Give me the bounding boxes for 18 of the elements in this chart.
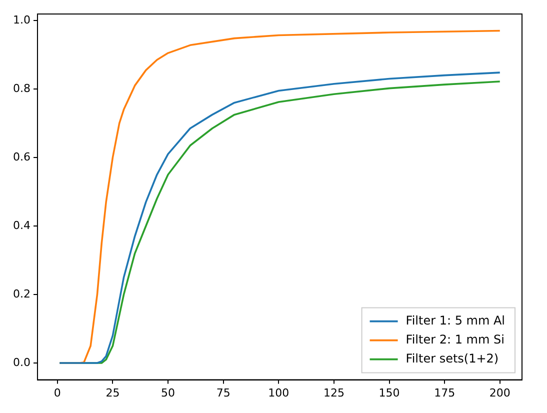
y-tick-label: 0.8 — [12, 82, 30, 95]
y-tick-label: 1.0 — [12, 13, 30, 26]
x-tick-label: 200 — [489, 386, 510, 400]
legend-label: Filter 1: 5 mm Al — [406, 313, 506, 328]
x-tick-label: 100 — [268, 386, 290, 400]
y-tick-label: 0.6 — [12, 150, 30, 164]
y-tick-label: 0.2 — [12, 287, 30, 300]
x-tick-label: 125 — [323, 386, 344, 400]
x-tick-label: 75 — [216, 386, 230, 400]
x-tick-label: 0 — [54, 386, 61, 400]
x-tick-label: 25 — [106, 386, 120, 400]
x-tick-label: 50 — [161, 386, 176, 400]
x-tick-label: 175 — [434, 386, 456, 400]
legend-label: Filter 2: 1 mm Si — [406, 332, 504, 346]
x-tick-label: 150 — [378, 386, 400, 400]
legend-label: Filter sets(1+2) — [406, 351, 499, 366]
y-tick-label: 0.4 — [12, 218, 30, 232]
y-tick-label: 0.0 — [12, 356, 30, 369]
